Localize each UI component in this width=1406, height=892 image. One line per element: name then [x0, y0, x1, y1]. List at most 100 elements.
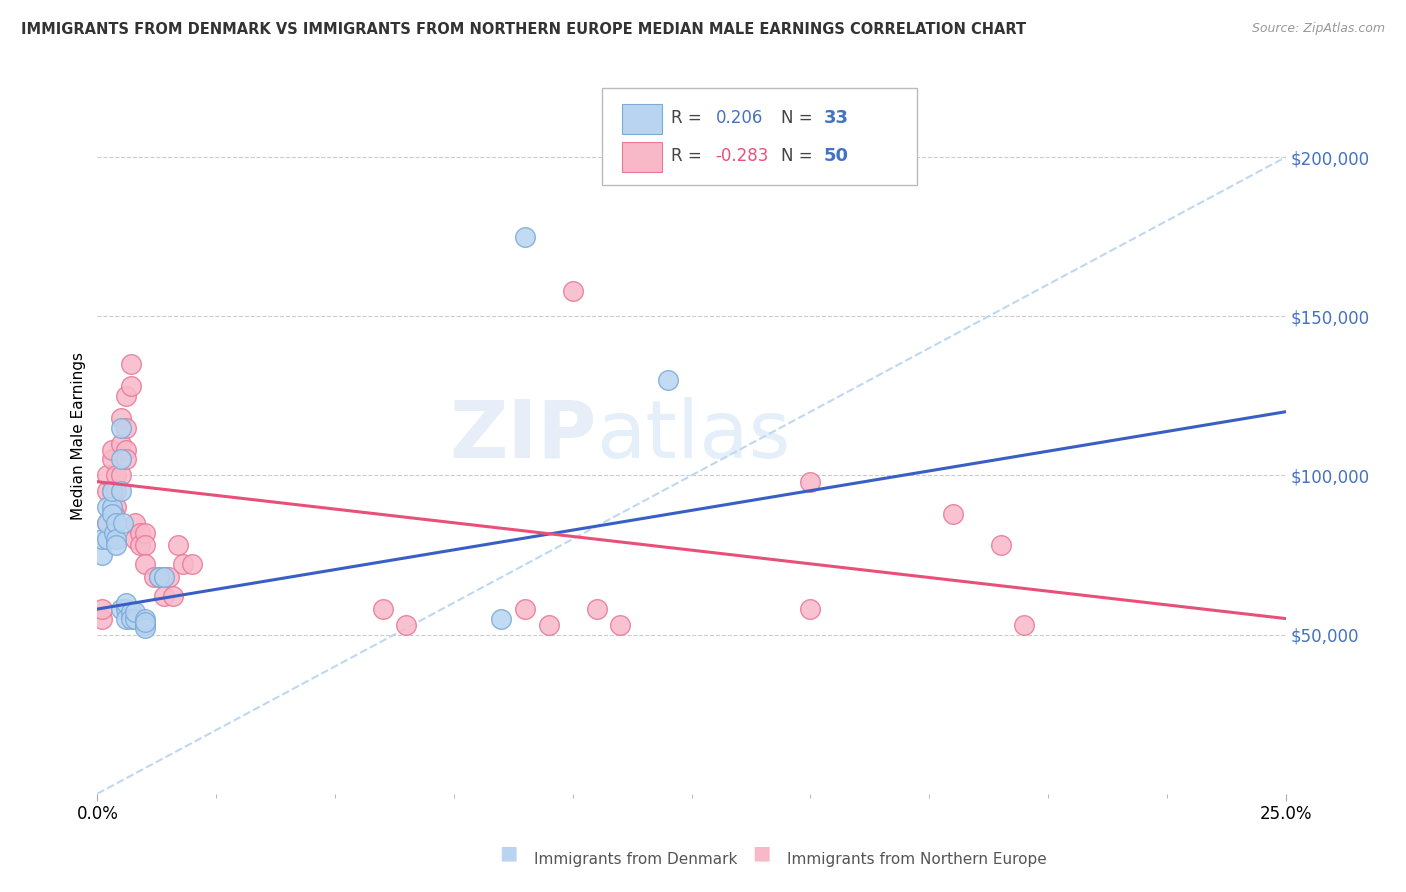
Point [134, 618, 156, 632]
FancyBboxPatch shape [621, 142, 662, 172]
FancyBboxPatch shape [603, 88, 918, 185]
Point [96, 532, 118, 546]
Point [134, 621, 156, 635]
Point [115, 602, 138, 616]
Point [134, 525, 156, 540]
Point [110, 452, 132, 467]
Point [657, 373, 679, 387]
Point [181, 558, 204, 572]
Point [91, 532, 114, 546]
Point [105, 538, 128, 552]
Point [105, 468, 128, 483]
Point [91, 602, 114, 616]
Text: Immigrants from Denmark: Immigrants from Denmark [534, 852, 738, 867]
Point [799, 475, 821, 489]
Point [157, 570, 180, 584]
Text: ■: ■ [499, 844, 517, 863]
Point [105, 484, 128, 499]
Point [120, 605, 142, 619]
Point [585, 602, 607, 616]
Point [96, 468, 118, 483]
Point [103, 507, 125, 521]
Point [124, 532, 146, 546]
Point [120, 379, 142, 393]
Point [100, 452, 122, 467]
Text: N =: N = [780, 109, 818, 128]
Text: ZIP: ZIP [450, 397, 596, 475]
Point [153, 570, 176, 584]
Point [120, 611, 142, 625]
Point [561, 284, 583, 298]
Point [129, 538, 152, 552]
Point [91, 548, 114, 562]
Point [96, 484, 118, 499]
Point [515, 602, 537, 616]
Point [167, 538, 190, 552]
Point [990, 538, 1012, 552]
Point [124, 516, 146, 530]
Point [172, 558, 194, 572]
Point [1014, 618, 1036, 632]
Text: R =: R = [672, 147, 707, 165]
Point [148, 570, 170, 584]
Point [115, 452, 138, 467]
Point [371, 602, 394, 616]
Point [110, 420, 132, 434]
Point [115, 420, 138, 434]
Point [134, 611, 156, 625]
Point [799, 602, 821, 616]
Point [153, 570, 176, 584]
Text: N =: N = [780, 147, 818, 165]
Text: IMMIGRANTS FROM DENMARK VS IMMIGRANTS FROM NORTHERN EUROPE MEDIAN MALE EARNINGS : IMMIGRANTS FROM DENMARK VS IMMIGRANTS FR… [21, 22, 1026, 37]
Point [134, 615, 156, 629]
Point [148, 570, 170, 584]
Point [100, 484, 122, 499]
Point [115, 442, 138, 457]
Point [100, 500, 122, 515]
Point [105, 500, 128, 515]
Point [96, 516, 118, 530]
Point [110, 468, 132, 483]
Text: Immigrants from Northern Europe: Immigrants from Northern Europe [787, 852, 1047, 867]
Y-axis label: Median Male Earnings: Median Male Earnings [72, 351, 86, 519]
Point [134, 538, 156, 552]
Point [129, 525, 152, 540]
Point [134, 558, 156, 572]
Point [124, 611, 146, 625]
Point [100, 442, 122, 457]
Point [609, 618, 631, 632]
Point [115, 389, 138, 403]
Point [395, 618, 418, 632]
Point [942, 507, 965, 521]
Text: 50: 50 [824, 147, 849, 165]
Point [115, 596, 138, 610]
FancyBboxPatch shape [621, 104, 662, 134]
Point [100, 484, 122, 499]
Point [115, 611, 138, 625]
Text: atlas: atlas [596, 397, 792, 475]
Point [105, 516, 128, 530]
Point [537, 618, 560, 632]
Point [143, 570, 166, 584]
Point [110, 411, 132, 425]
Point [153, 590, 176, 604]
Text: ■: ■ [752, 844, 770, 863]
Point [91, 611, 114, 625]
Point [110, 484, 132, 499]
Point [124, 605, 146, 619]
Text: -0.283: -0.283 [716, 147, 769, 165]
Text: R =: R = [672, 109, 707, 128]
Point [105, 532, 128, 546]
Point [515, 229, 537, 244]
Point [110, 602, 132, 616]
Text: Source: ZipAtlas.com: Source: ZipAtlas.com [1251, 22, 1385, 36]
Point [112, 516, 135, 530]
Point [100, 500, 122, 515]
Text: 0.206: 0.206 [716, 109, 763, 128]
Point [110, 436, 132, 450]
Point [96, 516, 118, 530]
Point [100, 507, 122, 521]
Point [491, 611, 513, 625]
Point [96, 500, 118, 515]
Point [103, 525, 125, 540]
